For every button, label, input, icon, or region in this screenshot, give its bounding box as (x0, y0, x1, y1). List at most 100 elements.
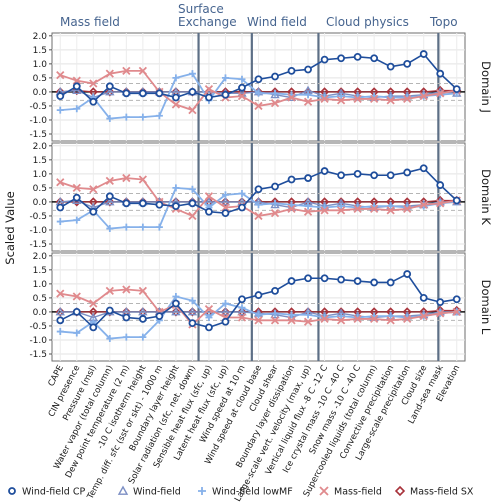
data-point (403, 168, 412, 177)
group-label-line: Wind field (247, 15, 307, 29)
legend-label: Mass-field SX (410, 487, 474, 498)
data-point (89, 323, 98, 332)
legend-label: Mass-field (334, 487, 382, 498)
data-point (303, 97, 313, 106)
data-point (171, 306, 181, 316)
data-point (204, 84, 214, 94)
data-point (172, 184, 180, 192)
data-point (155, 89, 164, 98)
data-point (238, 203, 246, 212)
data-point (271, 286, 279, 295)
data-point (89, 97, 98, 106)
data-point (403, 94, 412, 104)
data-point (353, 169, 362, 178)
data-point (353, 277, 362, 285)
panel-2: 2.0 1.5 1.0 0.5 0.0 -0.5 -1.0 -1.5 Domain K (29, 142, 493, 252)
panel-strip-label: Domain K (479, 169, 493, 225)
y-tick-label: 1.5 (33, 266, 47, 276)
data-point (255, 201, 262, 209)
data-point (303, 207, 313, 216)
data-point (387, 312, 395, 320)
y-tick-label: -1.5 (29, 240, 47, 250)
data-point (270, 309, 280, 319)
group-label-line: Mass field (60, 15, 120, 29)
data-point (303, 317, 313, 326)
data-point (172, 292, 180, 300)
y-tick-label: 2.0 (33, 142, 48, 152)
data-point (72, 85, 82, 95)
data-point (205, 93, 213, 102)
data-point (270, 199, 280, 209)
y-tick-label: -1.0 (29, 336, 47, 346)
y-tick-label: 1.5 (33, 46, 47, 56)
data-point (419, 91, 428, 101)
data-point (171, 202, 180, 211)
data-point (56, 92, 65, 101)
data-point (386, 316, 395, 325)
data-point (205, 323, 213, 332)
data-point (320, 55, 329, 64)
panel-strip-label: Domain J (479, 61, 493, 113)
data-point (205, 207, 213, 216)
data-point (56, 316, 65, 325)
data-point (270, 98, 280, 108)
data-point (220, 196, 231, 206)
data-point (370, 54, 379, 63)
data-point (436, 309, 445, 318)
data-point (89, 79, 98, 88)
data-point (271, 72, 279, 81)
data-point (122, 285, 131, 294)
data-point (337, 202, 345, 210)
data-point (254, 316, 263, 325)
data-point (56, 70, 65, 80)
panels: 2.0 1.5 1.0 0.5 0.0 -0.5 -1.0 -1.5 Domain J 2.0 1.… (29, 32, 493, 362)
data-point (287, 175, 296, 184)
data-point (403, 204, 412, 214)
data-point (122, 89, 131, 98)
data-point (304, 174, 312, 182)
data-point (105, 192, 114, 201)
data-point (155, 223, 163, 231)
data-point (188, 106, 197, 115)
y-tick-label: -0.5 (29, 212, 47, 222)
data-point (370, 94, 379, 104)
data-point (122, 66, 131, 76)
data-point (221, 191, 229, 199)
panel-strip-label: Domain L (479, 280, 493, 335)
data-point (122, 223, 130, 231)
data-point (370, 171, 379, 180)
data-point (370, 314, 379, 324)
data-point (271, 182, 279, 191)
data-point (320, 167, 329, 175)
data-point (255, 89, 262, 97)
data-point (419, 50, 428, 58)
data-point (337, 312, 345, 320)
data-point (370, 278, 379, 287)
data-point (55, 306, 65, 316)
data-point (105, 86, 115, 96)
data-point (419, 164, 428, 173)
data-point (188, 199, 197, 208)
y-tick-label: 2.0 (33, 32, 48, 42)
data-point (304, 91, 312, 99)
data-point (204, 192, 214, 201)
data-point (139, 333, 147, 341)
legend-marker (8, 487, 16, 495)
data-point (288, 311, 296, 319)
data-point (221, 74, 229, 82)
data-point (72, 292, 81, 301)
data-point (188, 319, 197, 328)
data-point (403, 59, 412, 68)
data-point (287, 277, 296, 285)
data-point (238, 295, 246, 304)
data-point (386, 278, 395, 287)
y-tick-label: -0.5 (29, 102, 47, 112)
data-point (72, 76, 81, 85)
data-point (287, 316, 296, 325)
data-point (254, 185, 263, 194)
data-point (122, 113, 130, 121)
data-point (419, 200, 428, 209)
data-point (237, 306, 247, 316)
data-point (336, 206, 346, 215)
